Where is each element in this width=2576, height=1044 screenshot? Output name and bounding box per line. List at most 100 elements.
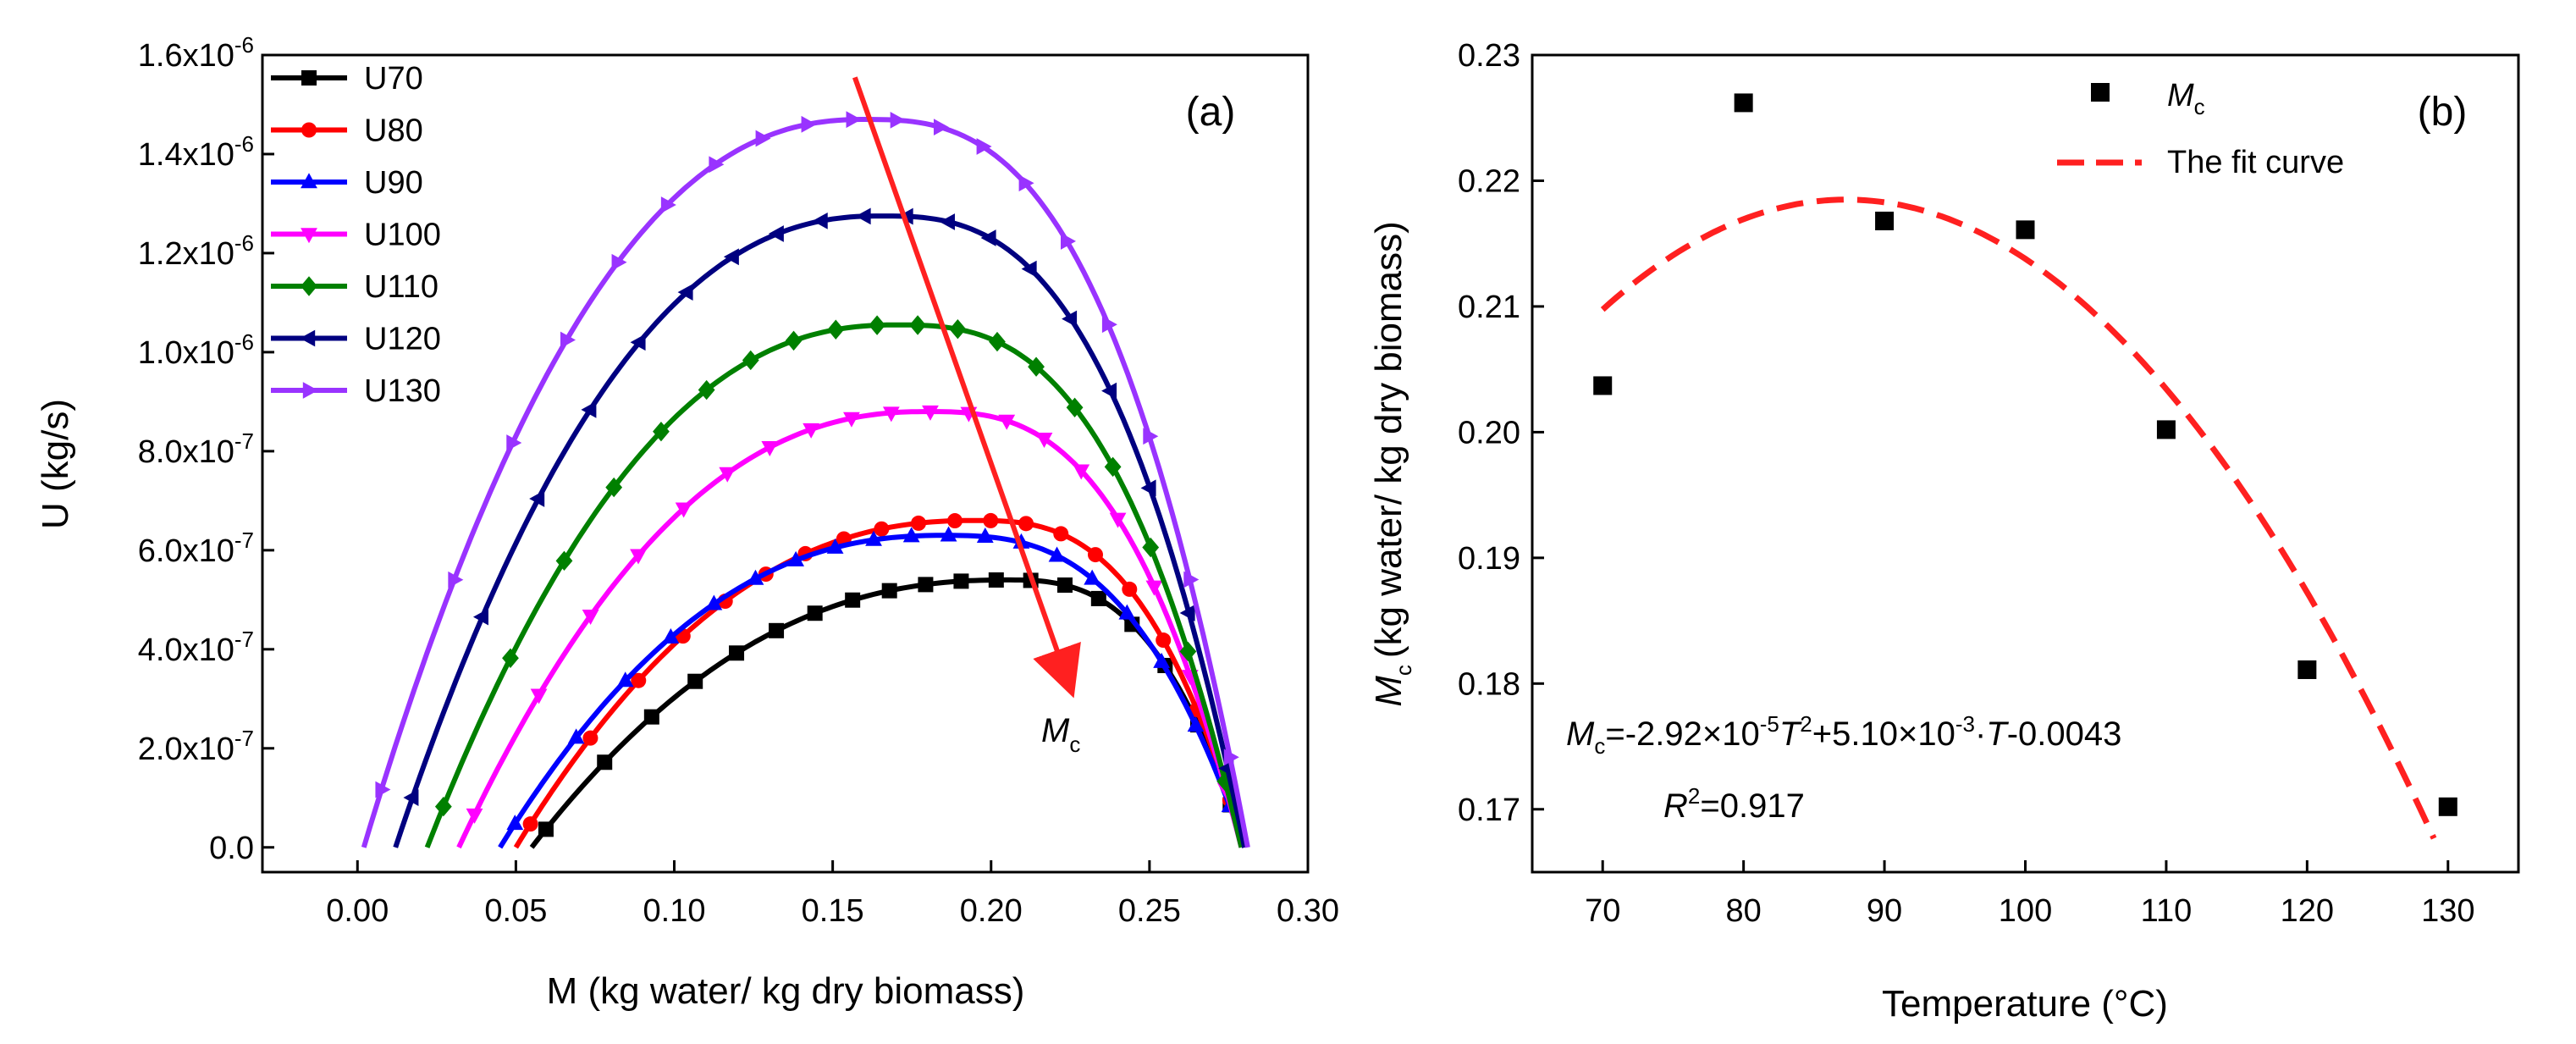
point-U130 <box>448 571 464 588</box>
point-U130 <box>1183 571 1200 588</box>
b-legend-label-points-sub: c <box>2194 94 2205 119</box>
b-x-tick-label: 130 <box>2421 893 2474 929</box>
point-U90 <box>826 538 844 554</box>
b-legend-label-points: Mc <box>2167 78 2205 119</box>
point-U130 <box>890 111 906 129</box>
point-U130 <box>560 331 576 349</box>
point-U90 <box>1048 546 1066 562</box>
line-U100 <box>456 409 1244 849</box>
point-U70 <box>729 645 745 661</box>
a-x-tick-label: 0.25 <box>1118 893 1181 929</box>
point-U110 <box>1066 397 1084 417</box>
point-U120 <box>812 212 828 229</box>
point-U120 <box>939 213 955 230</box>
point-U90 <box>787 550 805 566</box>
series-U100 <box>456 405 1244 849</box>
a-y-tick-label: 1.2x10-6 <box>138 230 254 272</box>
point-U130 <box>1223 748 1239 766</box>
b-panel-label: (b) <box>2418 90 2468 135</box>
point-U120 <box>723 248 739 266</box>
series-U70 <box>529 572 1248 849</box>
b-legend-label-fit: The fit curve <box>2167 145 2344 180</box>
point-U100 <box>882 406 900 423</box>
a-y-tick-label: 4.0x10-7 <box>138 627 254 668</box>
point-U80 <box>582 730 598 746</box>
legend-marker-U80 <box>301 122 317 138</box>
legend-marker-U130 <box>302 382 318 399</box>
point-U130 <box>933 119 949 135</box>
point-U130 <box>375 781 391 798</box>
legend-marker-U120 <box>300 329 316 347</box>
a-x-tick-label: 0.20 <box>960 893 1023 929</box>
point-U100 <box>922 405 939 421</box>
point-U80 <box>1018 516 1034 532</box>
b-legend-marker-points <box>2091 83 2110 102</box>
a-y-tick-label: 2.0x10-7 <box>138 726 254 767</box>
a-x-tick-label: 0.30 <box>1277 893 1339 929</box>
series-U80 <box>513 512 1248 849</box>
legend-label-U100: U100 <box>364 218 441 253</box>
point-U70 <box>687 673 703 689</box>
b-x-tick-label: 90 <box>1867 893 1902 929</box>
point-U120 <box>1140 479 1156 497</box>
point-U90 <box>1084 569 1101 585</box>
eq-part2: +5.10×10 <box>1812 715 1955 753</box>
point-U100 <box>1073 464 1090 480</box>
eq-sub: c <box>1594 733 1605 759</box>
point-U100 <box>719 467 736 483</box>
line-U130 <box>361 117 1250 848</box>
point-U90 <box>705 594 723 610</box>
a-x-axis-ticks: 0.00 0.05 0.10 0.15 0.20 0.25 0.30 <box>326 860 1339 929</box>
point-U70 <box>643 709 659 725</box>
a-y-tick-label: 0.0 <box>209 831 254 866</box>
point-U100 <box>1109 512 1127 528</box>
point-U90 <box>976 527 994 543</box>
a-y-tick-label: 1.4x10-6 <box>138 131 254 173</box>
point-U70 <box>845 592 861 608</box>
line-U110 <box>424 322 1244 848</box>
point-U100 <box>466 808 483 824</box>
mc-point <box>2156 420 2176 439</box>
a-x-tick-label: 0.15 <box>802 893 864 929</box>
fit-curve <box>1600 196 2437 840</box>
b-x-axis-title: Temperature (°C) <box>1882 983 2168 1025</box>
point-U120 <box>1179 605 1195 621</box>
point-U110 <box>653 421 670 442</box>
r2-value: =0.917 <box>1700 787 1804 825</box>
point-U100 <box>998 414 1016 430</box>
b-x-tick-label: 70 <box>1585 893 1620 929</box>
point-U90 <box>902 527 920 543</box>
a-y-tick-label: 1.0x10-6 <box>138 329 254 371</box>
point-U130 <box>846 111 862 129</box>
point-U100 <box>582 609 599 625</box>
r2-label: R <box>1663 787 1688 825</box>
point-U110 <box>949 319 967 340</box>
point-U90 <box>747 569 764 585</box>
point-U70 <box>538 821 554 837</box>
a-y-tick-label: 8.0x10-7 <box>138 428 254 470</box>
point-U70 <box>953 573 969 589</box>
point-U90 <box>662 627 680 644</box>
legend-label-U120: U120 <box>364 322 441 357</box>
point-U100 <box>1145 580 1163 596</box>
eq-exp3: -3 <box>1955 711 1975 737</box>
b-x-tick-label: 80 <box>1726 893 1762 929</box>
point-U90 <box>567 728 585 744</box>
point-U80 <box>1087 547 1103 563</box>
eq-part3: · <box>1975 715 1986 753</box>
point-U70 <box>988 572 1004 588</box>
eq-var: M <box>1566 715 1595 753</box>
mc-point <box>1593 376 1613 395</box>
legend-label-U130: U130 <box>364 373 441 409</box>
point-U70 <box>1056 577 1073 594</box>
point-U80 <box>983 512 999 528</box>
b-y-axis-title-sub: c <box>1391 665 1416 676</box>
eq-exp1: -5 <box>1760 711 1779 737</box>
eq-exp2: 2 <box>1800 711 1812 737</box>
b-fit-group <box>1600 196 2437 840</box>
fit-equation: Mc=-2.92×10-5T2+5.10×10-3·T-0.0043 <box>1566 711 2121 759</box>
point-U70 <box>1090 590 1106 606</box>
point-U110 <box>989 331 1006 352</box>
series-U90 <box>498 526 1248 849</box>
eq-var3: T <box>1986 715 2009 753</box>
